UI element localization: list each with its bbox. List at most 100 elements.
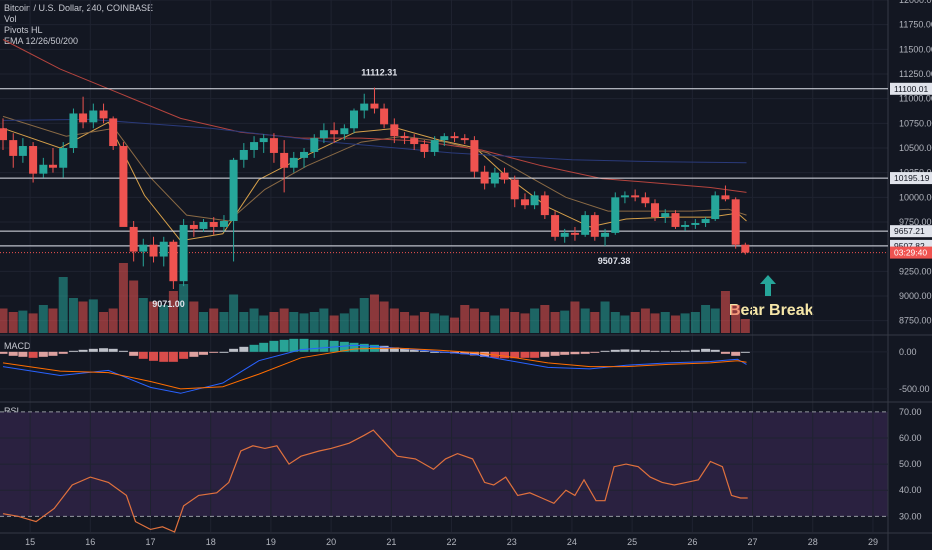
volume-bar <box>400 312 410 333</box>
x-tick-label: 23 <box>507 537 517 547</box>
macd-histogram-bar <box>249 344 259 352</box>
candle-body <box>18 146 27 156</box>
candle-body <box>330 130 339 135</box>
price-tick-label: 11000.00 <box>899 94 932 104</box>
x-tick-label: 26 <box>687 537 697 547</box>
candle-body <box>29 146 38 174</box>
candle-body <box>89 110 98 123</box>
level-label-bg <box>890 225 932 238</box>
macd-histogram-bar <box>159 351 169 362</box>
candle-body <box>581 215 590 235</box>
rsi-tick-label: 60.00 <box>899 433 922 443</box>
macd-histogram-bar <box>389 347 399 352</box>
volume-bar <box>309 312 319 333</box>
x-tick-label: 24 <box>567 537 577 547</box>
candle-body <box>400 136 409 139</box>
volume-bar <box>229 294 239 333</box>
bear-break-annotation[interactable]: Bear Break <box>729 302 814 319</box>
candle-body <box>199 222 208 229</box>
macd-histogram-bar <box>630 349 640 352</box>
volume-bar <box>299 313 309 333</box>
volume-bar <box>469 308 479 333</box>
macd-histogram-bar <box>731 351 741 356</box>
volume-bar <box>409 315 419 333</box>
volume-bar <box>680 313 690 333</box>
macd-histogram-bar <box>680 350 690 352</box>
candle-body <box>480 171 489 184</box>
price-tick-label: 9750.00 <box>899 217 932 227</box>
volume-bar <box>580 308 590 333</box>
x-tick-label: 22 <box>447 537 457 547</box>
volume-bar <box>439 315 449 333</box>
volume-bar <box>460 305 470 333</box>
macd-histogram-bar <box>118 350 128 352</box>
macd-histogram-bar <box>219 351 229 353</box>
macd-histogram-bar <box>349 342 359 352</box>
candle-body <box>460 138 469 141</box>
volume-bar <box>540 305 550 333</box>
candle-body <box>289 157 298 168</box>
price-tick-label: 9250.00 <box>899 266 932 276</box>
candle-body <box>661 213 670 218</box>
ema-indicator-label[interactable]: EMA 12/26/50/200 <box>4 36 79 46</box>
candle-body <box>430 140 439 152</box>
candle-body <box>48 164 57 168</box>
x-tick-label: 29 <box>868 537 878 547</box>
candle-body <box>681 224 690 227</box>
pivots-indicator-label[interactable]: Pivots HL <box>4 25 43 35</box>
macd-histogram-bar <box>560 351 570 355</box>
volume-bar <box>269 312 279 333</box>
volume-bar <box>379 301 389 333</box>
macd-histogram-bar <box>108 348 118 352</box>
volume-bar <box>560 310 570 333</box>
macd-histogram-bar <box>88 348 98 352</box>
level-label: 9657.21 <box>894 226 925 236</box>
rsi-tick-label: 70.00 <box>899 407 922 417</box>
macd-histogram-bar <box>670 350 680 352</box>
volume-bar <box>329 315 339 333</box>
macd-histogram-bar <box>600 350 610 352</box>
candle-body <box>520 199 529 206</box>
volume-bar <box>349 308 359 333</box>
macd-panel-label[interactable]: MACD <box>4 341 31 351</box>
candle-body <box>540 195 549 216</box>
macd-histogram-bar <box>189 351 199 357</box>
macd-histogram-bar <box>540 351 550 357</box>
macd-signal-line <box>2 347 747 390</box>
volume-indicator-label[interactable]: Vol <box>4 14 17 24</box>
level-label: 11100.01 <box>894 84 928 94</box>
candle-body <box>139 244 148 252</box>
candle-body <box>349 110 358 129</box>
macd-histogram-bar <box>400 348 410 352</box>
up-arrow-icon <box>760 275 776 296</box>
candle-body <box>340 128 349 135</box>
rsi-panel-label[interactable]: RSI <box>4 406 20 416</box>
x-tick-label: 17 <box>146 537 156 547</box>
candle-body <box>239 149 248 160</box>
candle-body <box>380 108 389 125</box>
candle-body <box>250 142 259 150</box>
candle-body <box>189 224 198 229</box>
candle-body <box>721 195 730 200</box>
candle-body <box>671 213 680 227</box>
symbol-title[interactable]: Bitcoin / U.S. Dollar, 240, COINBASE <box>4 3 154 13</box>
macd-histogram-bar <box>168 351 178 362</box>
macd-histogram-bar <box>660 350 670 352</box>
volume-bar <box>189 301 199 333</box>
x-tick-label: 21 <box>386 537 396 547</box>
price-tick-label: 8750.00 <box>899 316 932 326</box>
volume-bar <box>68 298 78 333</box>
macd-histogram-bar <box>99 348 109 352</box>
x-tick-label: 25 <box>627 537 637 547</box>
macd-histogram-bar <box>269 340 279 352</box>
macd-tick-label: -500.00 <box>899 384 930 394</box>
volume-bar <box>48 308 58 333</box>
candle-body <box>269 138 278 153</box>
candle-body <box>169 241 178 282</box>
volume-bar <box>630 312 640 333</box>
candle-body <box>319 130 328 139</box>
macd-histogram-bar <box>500 351 510 359</box>
macd-histogram-bar <box>469 351 479 356</box>
volume-bar <box>78 301 88 333</box>
